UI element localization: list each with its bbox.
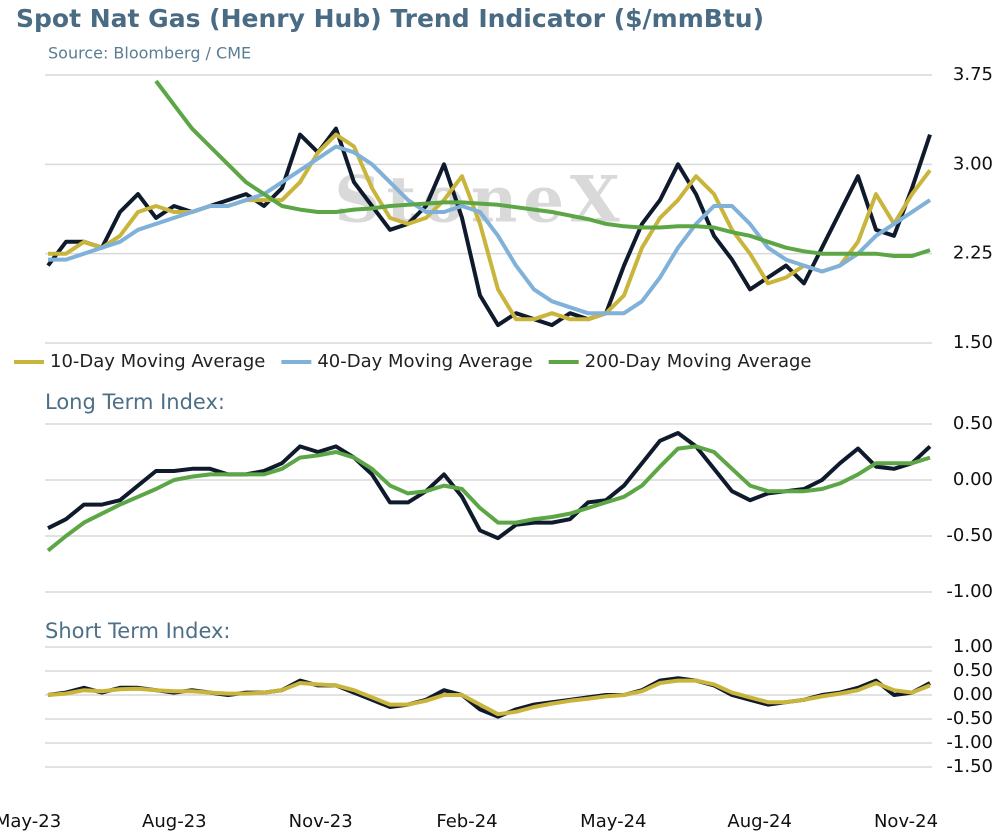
series-line [48,144,932,316]
series-line [46,444,931,553]
legend-label: 200-Day Moving Average [585,351,812,372]
y-tick-label: 3.00 [953,153,993,174]
x-tick-label: Nov-24 [874,811,938,832]
x-tick-label: Aug-23 [142,811,207,832]
series-line [47,431,932,541]
x-tick-label: May-24 [580,811,646,832]
y-tick-label: 3.75 [953,64,993,85]
x-tick-label: Aug-24 [727,811,792,832]
y-tick-label: 0.50 [953,413,993,434]
y-tick-label: 2.25 [953,243,993,264]
series-line [47,678,931,717]
chart-title: Spot Nat Gas (Henry Hub) Trend Indicator… [16,4,764,33]
y-tick-label: -1.00 [946,732,993,753]
y-tick-label: -1.50 [946,756,993,777]
legend-label: 40-Day Moving Average [317,351,532,372]
y-tick-label: -0.50 [946,708,993,729]
x-tick-label: May-23 [0,811,61,832]
y-tick-label: -0.50 [946,525,993,546]
panel-title: Long Term Index: [45,390,225,414]
x-tick-label: Feb-24 [436,811,497,832]
y-tick-label: 1.00 [953,636,993,657]
y-tick-label: 0.00 [953,684,993,705]
y-tick-label: 0.00 [953,469,993,490]
legend-label: 10-Day Moving Average [50,351,265,372]
y-tick-label: 1.50 [953,332,993,353]
panel-title: Short Term Index: [45,619,231,643]
x-tick-label: Nov-23 [289,811,353,832]
y-tick-label: -1.00 [946,581,993,602]
chart-subtitle: Source: Bloomberg / CME [48,44,251,63]
series-line [154,79,931,258]
y-tick-label: 0.50 [953,660,993,681]
